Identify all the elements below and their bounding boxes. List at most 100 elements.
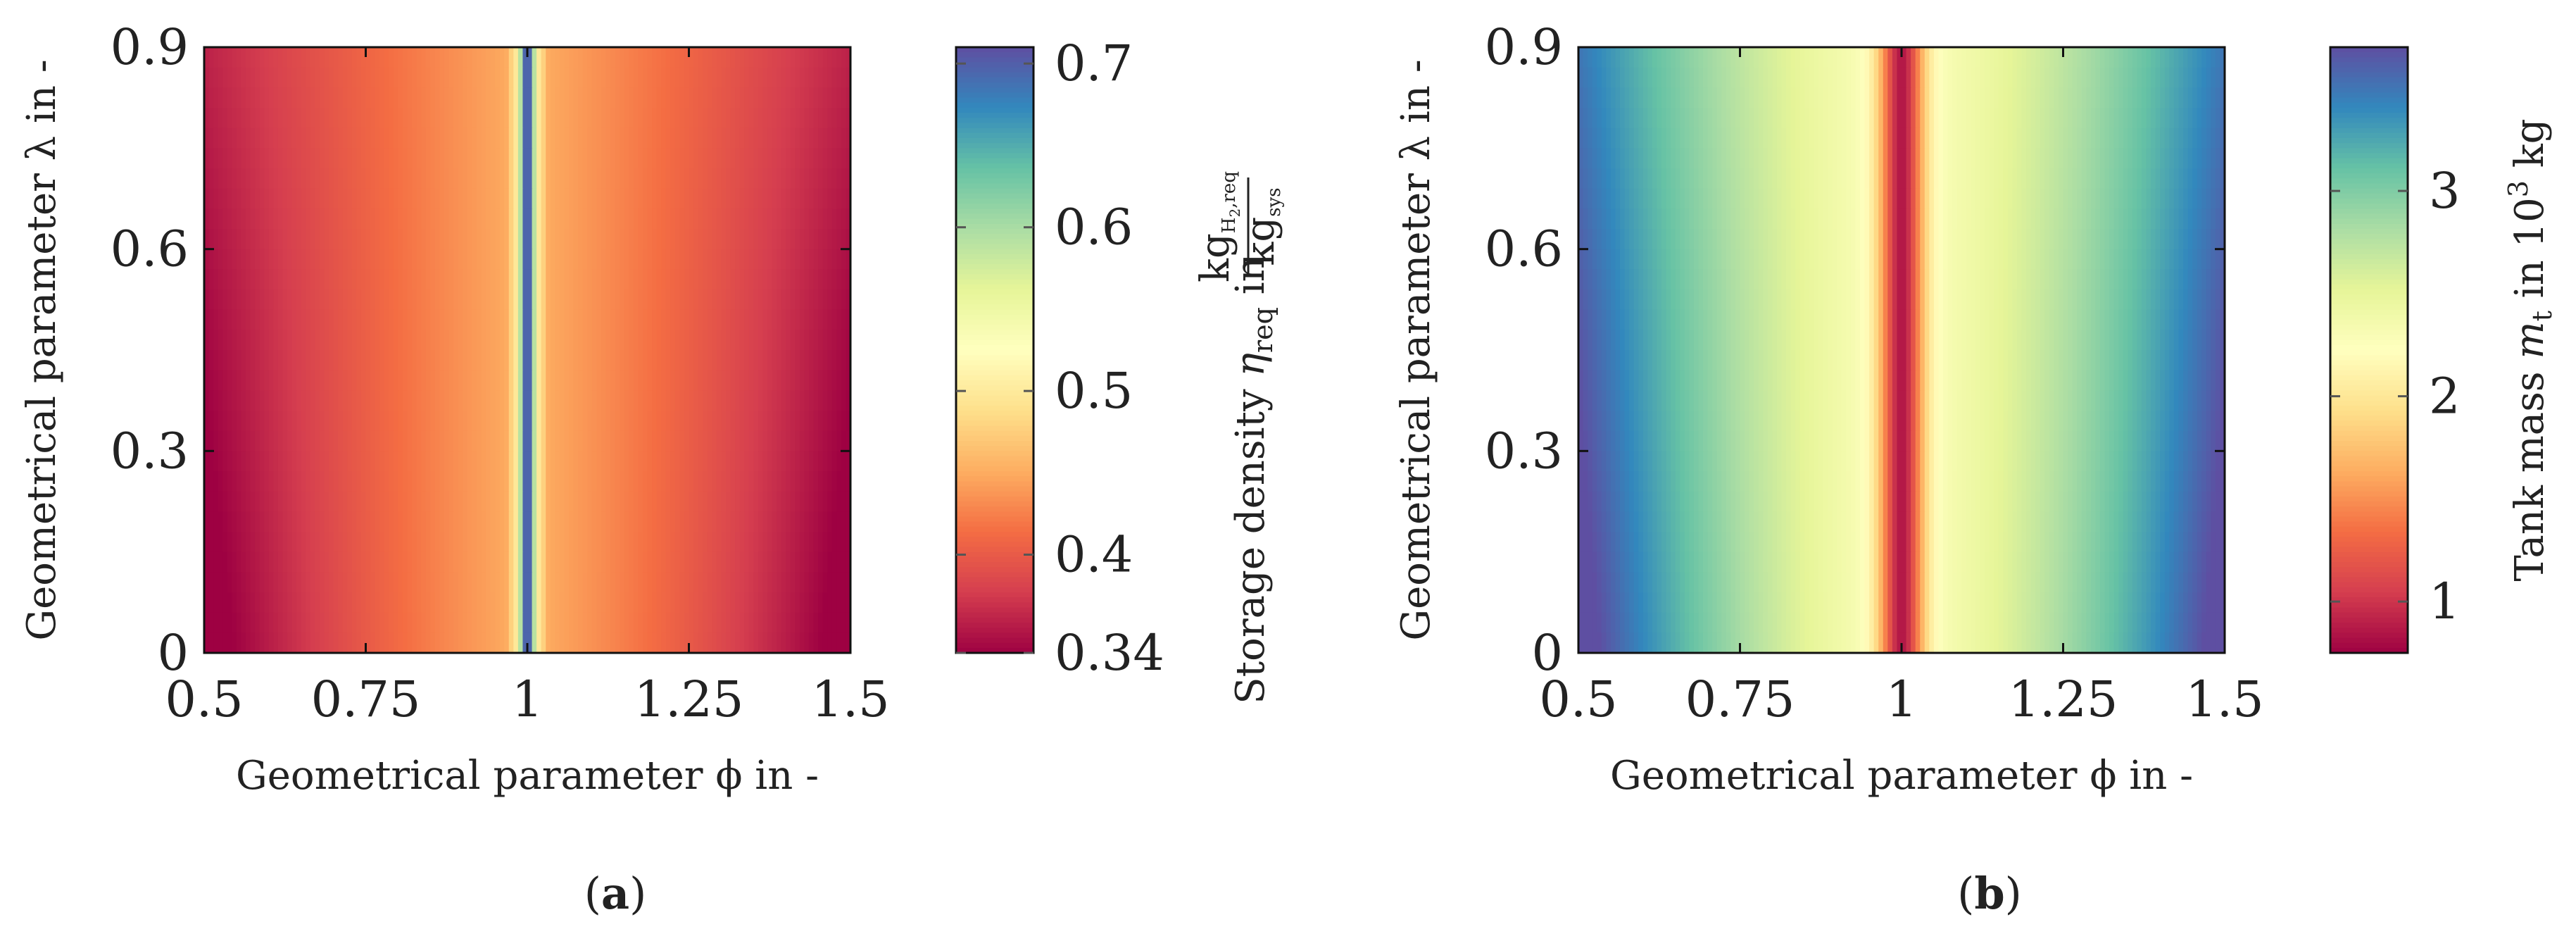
heatmap-cell: [453, 249, 459, 270]
heatmap-cell: [605, 592, 611, 613]
heatmap-cell: [661, 127, 667, 149]
heatmap-cell: [527, 127, 533, 149]
heatmap-cell: [620, 551, 625, 573]
heatmap-cell: [799, 67, 805, 89]
heatmap-cell: [472, 47, 477, 68]
heatmap-cell: [287, 350, 293, 371]
heatmap-cell: [291, 229, 297, 250]
heatmap-cell: [407, 108, 413, 129]
heatmap-cell: [735, 229, 741, 250]
heatmap-cell: [421, 632, 427, 654]
heatmap-cell: [786, 491, 791, 513]
heatmap-cell: [767, 370, 773, 392]
heatmap-cell: [1892, 108, 1898, 129]
heatmap-cell: [795, 108, 800, 129]
heatmap-cell: [282, 188, 288, 210]
heatmap-cell: [2049, 67, 2055, 89]
heatmap-cell: [467, 612, 473, 634]
heatmap-cell: [559, 309, 565, 331]
heatmap-cell: [439, 491, 445, 513]
heatmap-cell: [642, 592, 648, 613]
heatmap-cell: [310, 451, 316, 472]
heatmap-cell: [250, 47, 256, 68]
heatmap-cell: [416, 551, 422, 573]
heatmap-cell: [513, 451, 519, 472]
colorbar-segment: [956, 380, 1033, 386]
heatmap-cell: [448, 411, 454, 432]
heatmap-cell: [601, 208, 607, 230]
heatmap-cell: [379, 87, 385, 108]
heatmap-cell: [665, 370, 672, 392]
heatmap-cell: [739, 551, 745, 573]
heatmap-cell: [472, 471, 477, 492]
heatmap-cell: [772, 330, 777, 351]
heatmap-cell: [559, 289, 565, 311]
heatmap-cell: [389, 47, 394, 68]
heatmap-cell: [707, 148, 713, 169]
heatmap-cell: [407, 309, 413, 331]
heatmap-cell: [1642, 47, 1649, 68]
colorbar-segment: [956, 481, 1033, 487]
colorbar-segment: [956, 344, 1033, 351]
heatmap-cell: [527, 350, 533, 371]
heatmap-cell: [629, 208, 634, 230]
heatmap-cell: [1911, 67, 1916, 89]
heatmap-cell: [804, 309, 810, 331]
heatmap-cell: [808, 47, 815, 68]
heatmap-cell: [517, 511, 524, 532]
heatmap-cell: [730, 229, 736, 250]
heatmap-cell: [2026, 47, 2032, 68]
heatmap-cell: [605, 208, 611, 230]
heatmap-cell: [712, 551, 717, 573]
heatmap-cell: [296, 188, 302, 210]
heatmap-cell: [652, 188, 658, 210]
heatmap-cell: [485, 572, 491, 593]
heatmap-cell: [1726, 67, 1732, 89]
heatmap-cell: [458, 208, 463, 230]
heatmap-cell: [324, 249, 329, 270]
heatmap-cell: [591, 430, 598, 452]
heatmap-cell: [1952, 67, 1958, 89]
heatmap-cell: [642, 87, 648, 108]
heatmap-cell: [522, 451, 528, 472]
heatmap-cell: [642, 249, 648, 270]
heatmap-cell: [375, 168, 380, 189]
heatmap-cell: [615, 572, 620, 593]
heatmap-cell: [670, 127, 676, 149]
heatmap-cell: [2132, 67, 2138, 89]
heatmap-cell: [767, 108, 773, 129]
heatmap-cell: [578, 430, 584, 452]
heatmap-cell: [402, 47, 408, 68]
heatmap-cell: [213, 229, 219, 250]
heatmap-cell: [2173, 108, 2180, 129]
heatmap-cell: [546, 451, 551, 472]
heatmap-cell: [841, 309, 847, 331]
heatmap-cell: [458, 532, 463, 553]
heatmap-cell: [679, 592, 685, 613]
heatmap-cell: [564, 330, 570, 351]
heatmap-cell: [499, 309, 505, 331]
heatmap-cell: [748, 471, 755, 492]
heatmap-cell: [739, 229, 745, 250]
heatmap-cell: [836, 188, 842, 210]
heatmap-cell: [735, 471, 741, 492]
heatmap-cell: [236, 532, 242, 553]
heatmap-cell: [559, 551, 565, 573]
heatmap-cell: [1883, 108, 1889, 129]
heatmap-cell: [578, 330, 584, 351]
heatmap-cell: [370, 330, 376, 351]
x-tick-label: 0.5: [165, 671, 243, 728]
heatmap-cell: [448, 390, 454, 411]
heatmap-cell: [772, 269, 777, 290]
heatmap-cell: [365, 572, 371, 593]
heatmap-cell: [2211, 67, 2216, 89]
heatmap-cell: [721, 330, 727, 351]
heatmap-cell: [818, 551, 824, 573]
heatmap-cell: [656, 572, 662, 593]
heatmap-cell: [398, 208, 403, 230]
heatmap-cell: [777, 592, 782, 613]
heatmap-cell: [831, 612, 838, 634]
heatmap-cell: [504, 350, 510, 371]
heatmap-cell: [416, 229, 422, 250]
